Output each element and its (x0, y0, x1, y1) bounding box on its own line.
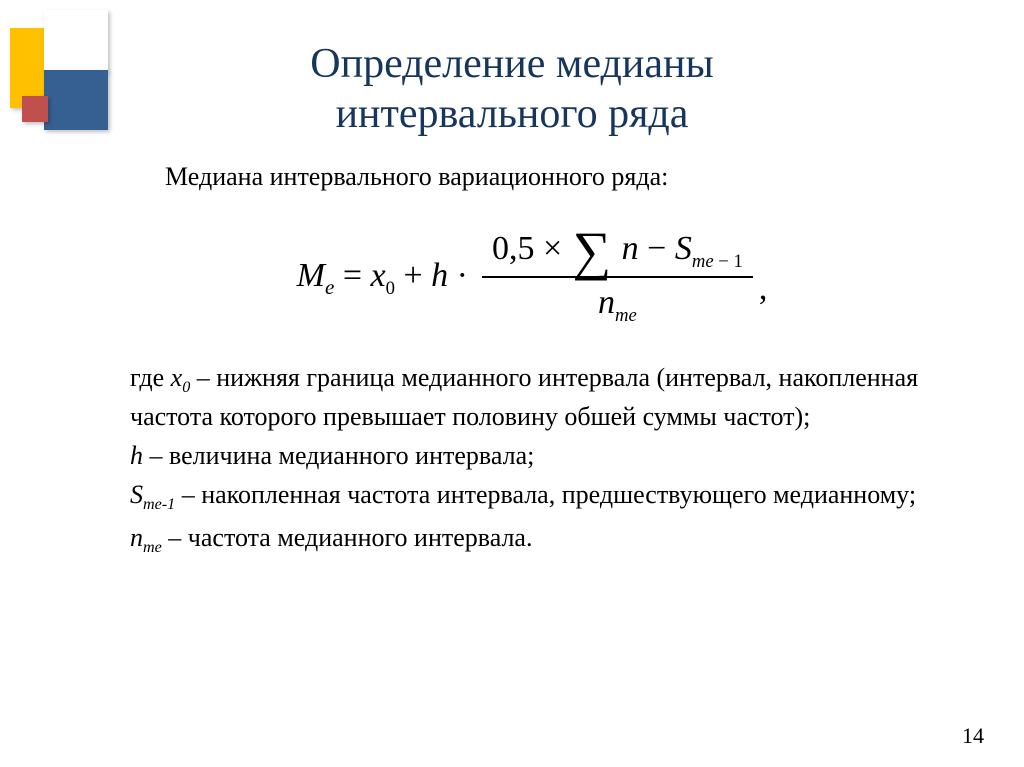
formula-trailing-comma: , (759, 266, 768, 330)
sigma-icon: ∑ (571, 230, 614, 273)
page-number: 14 (962, 723, 984, 749)
def-s: Sme-1 – накопленная частота интервала, п… (130, 477, 934, 516)
slide-content: Медиана интервального вариационного ряда… (130, 159, 934, 559)
def-n: nme – частота медианного интервала. (130, 520, 934, 559)
title-line-2: интервального ряда (336, 91, 689, 137)
deco-blue (44, 70, 108, 130)
deco-red (22, 96, 48, 122)
corner-decoration (0, 0, 120, 150)
fraction-numerator: 0,5 × ∑ n − Sme − 1 (482, 224, 753, 276)
title-line-1: Определение медианы (310, 41, 713, 87)
slide-title: Определение медианы интервального ряда (0, 0, 1024, 139)
fraction-denominator: nme (588, 278, 647, 330)
def-h: h – величина медианного интервала; (130, 438, 934, 473)
def-x0: где x0 – нижняя граница медианного интер… (130, 360, 934, 434)
intro-text: Медиана интервального вариационного ряда… (165, 159, 934, 194)
formula-fraction: 0,5 × ∑ n − Sme − 1 nme (482, 224, 753, 330)
deco-white (44, 10, 108, 72)
formula-lhs: Me = x0 + h · (297, 253, 468, 301)
definitions: где x0 – нижняя граница медианного интер… (130, 360, 934, 559)
median-formula: Me = x0 + h · 0,5 × ∑ n − Sme − 1 nme , (130, 224, 934, 330)
